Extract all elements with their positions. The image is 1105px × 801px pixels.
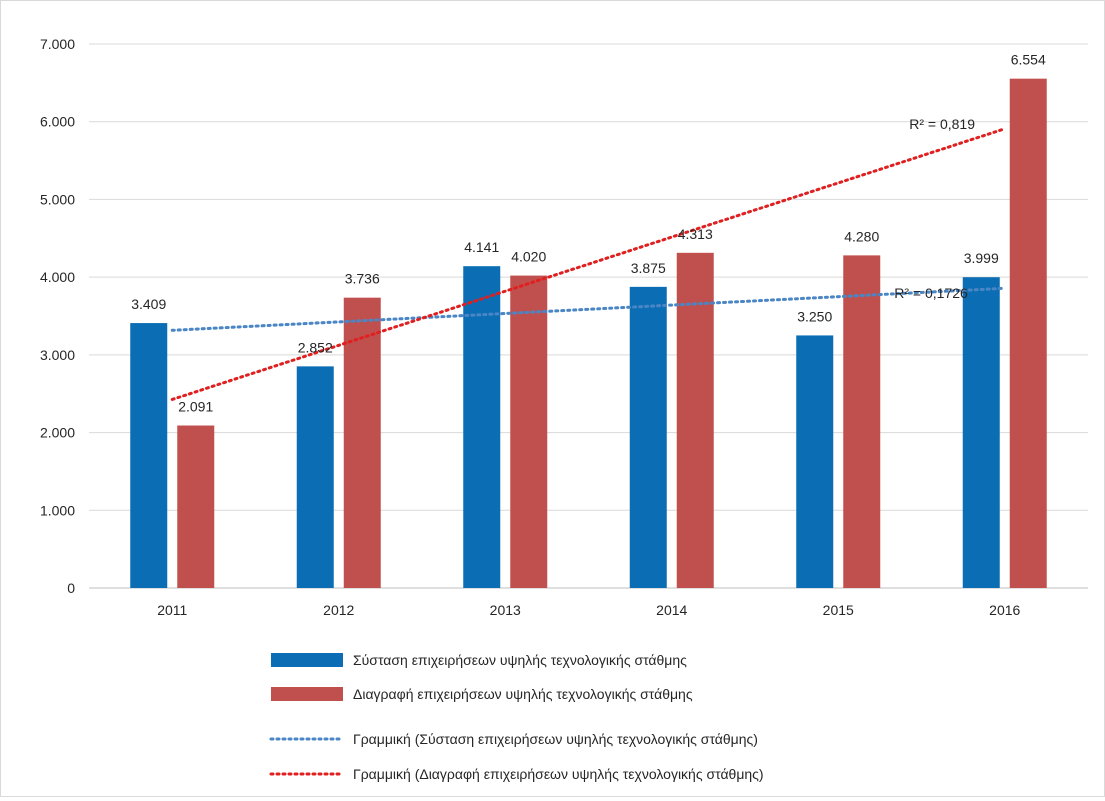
- r-squared-label: R² = 0,819: [909, 116, 975, 132]
- x-tick-label: 2013: [490, 602, 521, 618]
- bar-series-2: [1009, 78, 1047, 588]
- bars: [130, 78, 1047, 588]
- data-label: 4.313: [678, 226, 713, 242]
- y-tick-label: 2.000: [40, 425, 75, 441]
- legend-swatch: [271, 687, 343, 701]
- bar-series-2: [510, 275, 548, 588]
- x-tick-label: 2014: [656, 602, 687, 618]
- y-tick-label: 6.000: [40, 114, 75, 130]
- r-squared-labels: R² = 0,1726 R² = 0,819: [894, 116, 975, 301]
- data-label: 4.141: [464, 239, 499, 255]
- bar-series-1: [629, 286, 667, 588]
- trendline-1: [170, 286, 1007, 332]
- bar-series-2: [676, 252, 714, 588]
- legend-swatch: [271, 653, 343, 667]
- y-tick-label: 5.000: [40, 191, 75, 207]
- bar-series-2: [343, 297, 381, 588]
- y-tick-label: 3.000: [40, 347, 75, 363]
- data-label: 3.409: [131, 296, 166, 312]
- data-label: 6.554: [1011, 52, 1046, 68]
- legend: Σύσταση επιχειρήσεων υψηλής τεχνολογικής…: [269, 652, 764, 782]
- x-tick-label: 2012: [323, 602, 354, 618]
- x-tick-label: 2015: [823, 602, 854, 618]
- y-tick-label: 4.000: [40, 269, 75, 285]
- legend-label: Σύσταση επιχειρήσεων υψηλής τεχνολογικής…: [353, 652, 687, 668]
- data-label: 3.875: [631, 260, 666, 276]
- bar-series-1: [130, 323, 168, 588]
- data-label: 4.280: [844, 228, 879, 244]
- gridlines: [89, 43, 1088, 589]
- bar-series-1: [962, 277, 1000, 588]
- x-axis: 2011 2012 2013 2014 2015 2016: [157, 602, 1020, 618]
- x-tick-label: 2011: [157, 602, 187, 618]
- data-label: 2.091: [178, 398, 213, 414]
- data-label: 3.250: [797, 308, 832, 324]
- legend-label: Γραμμική (Σύσταση επιχειρήσεων υψηλής τε…: [353, 731, 758, 747]
- data-label: 3.736: [345, 271, 380, 287]
- y-axis: 0 1.000 2.000 3.000 4.000 5.000 6.000 7.000: [40, 36, 75, 596]
- bar-series-2: [177, 425, 215, 588]
- data-label: 2.852: [298, 339, 333, 355]
- y-tick-label: 7.000: [40, 36, 75, 52]
- data-labels: 3.409 2.852 4.141 3.875 3.250 3.999 2.091 3.736…: [131, 52, 1046, 415]
- bar-series-2: [843, 255, 881, 588]
- trendlines: [170, 127, 1007, 401]
- x-tick-label: 2016: [989, 602, 1020, 618]
- bar-series-1: [296, 366, 334, 588]
- r-squared-label: R² = 0,1726: [894, 285, 968, 301]
- bar-series-1: [796, 335, 834, 588]
- legend-label: Γραμμική (Διαγραφή επιχειρήσεων υψηλής τ…: [353, 766, 764, 782]
- bar-series-1: [463, 266, 501, 588]
- trendline-2: [170, 127, 1007, 401]
- y-tick-label: 1.000: [40, 502, 75, 518]
- data-label: 4.020: [511, 249, 546, 265]
- legend-label: Διαγραφή επιχειρήσεων υψηλής τεχνολογική…: [353, 686, 693, 702]
- data-label: 3.999: [964, 250, 999, 266]
- y-tick-label: 0: [67, 580, 75, 596]
